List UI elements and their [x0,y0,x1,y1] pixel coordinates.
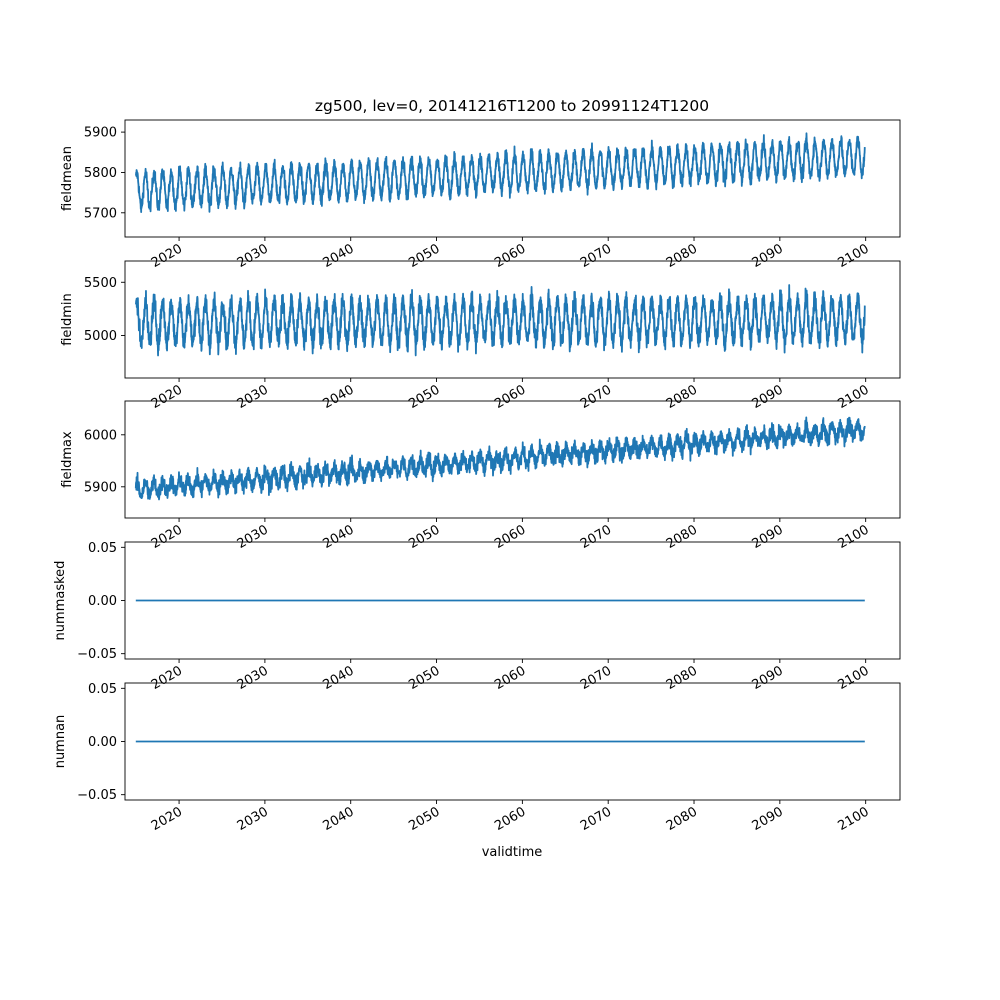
numnan-ytick-label: 0.05 [88,682,117,697]
fieldmin-ytick-label: 5000 [84,329,117,344]
fieldmin-series-line [134,284,866,357]
nummasked-ytick-label: 0.05 [88,541,117,556]
fieldmax-series-line [134,416,866,501]
x-axis-label: validtime [482,845,543,860]
chart-title: zg500, lev=0, 20141216T1200 to 20991124T… [315,97,709,115]
fieldmean-ytick-label: 5700 [84,206,117,221]
fieldmax-ytick-label: 5900 [84,480,117,495]
numnan-ytick-label: −0.05 [77,788,117,803]
fieldmin-ytick-label: 5500 [84,276,117,291]
numnan-ylabel: numnan [53,715,68,769]
fieldmax-axes-frame [124,400,901,519]
fieldmin-ylabel: fieldmin [60,293,75,346]
fieldmax-ylabel: fieldmax [60,431,75,488]
nummasked-ylabel: nummasked [53,561,68,641]
fieldmin-axes-frame [124,260,901,379]
fieldmean-series-line [134,132,866,214]
numnan-ytick-label: 0.00 [88,735,117,750]
fieldmean-ylabel: fieldmean [60,146,75,211]
fieldmean-ytick-label: 5800 [84,166,117,181]
nummasked-ytick-label: 0.00 [88,594,117,609]
fieldmean-axes-frame [124,119,901,238]
fieldmax-ytick-label: 6000 [84,428,117,443]
fieldmean-ytick-label: 5900 [84,126,117,141]
nummasked-ytick-label: −0.05 [77,647,117,662]
